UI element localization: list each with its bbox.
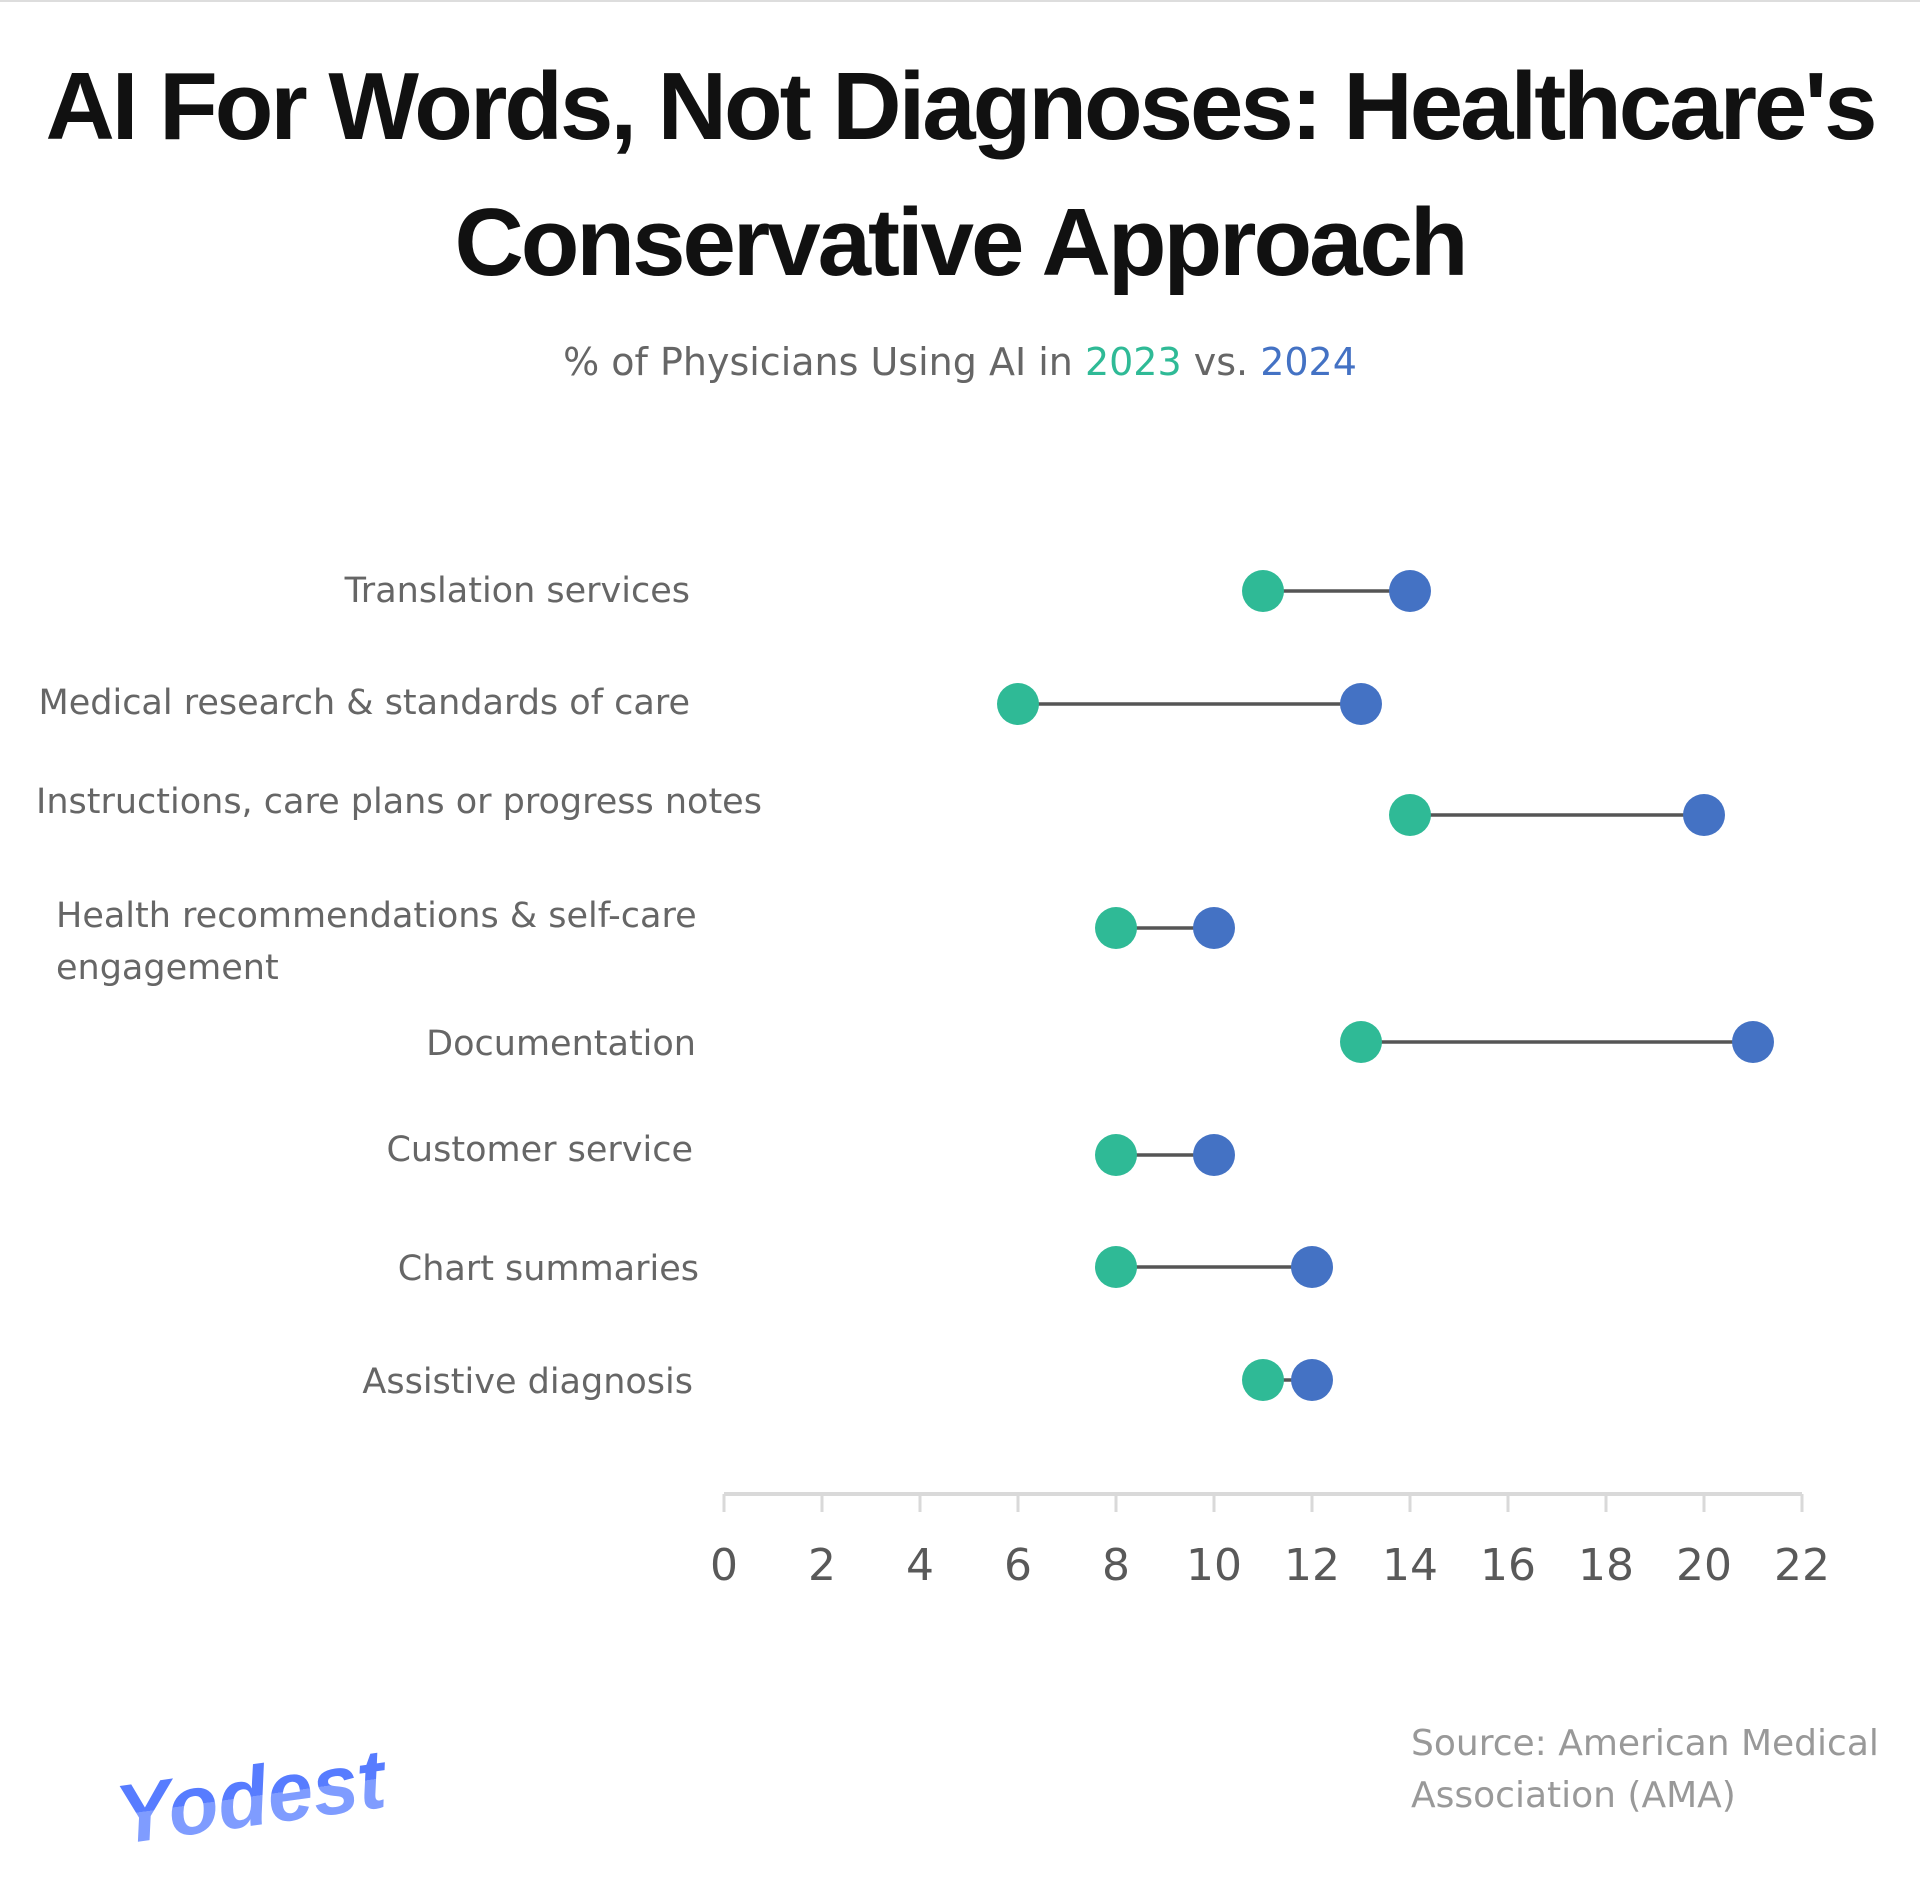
chart-title-line1: AI For Words, Not Diagnoses: Healthcare'… bbox=[45, 53, 1877, 160]
point-2024 bbox=[1389, 570, 1431, 612]
x-tick-label: 10 bbox=[1186, 1540, 1242, 1591]
point-2023 bbox=[1340, 1021, 1382, 1063]
x-tick-label: 20 bbox=[1676, 1540, 1732, 1591]
category-label: Customer service bbox=[386, 1130, 693, 1170]
category-label: Documentation bbox=[426, 1024, 696, 1064]
point-2024 bbox=[1683, 794, 1725, 836]
x-tick-label: 14 bbox=[1382, 1540, 1438, 1591]
category-label: Translation services bbox=[344, 571, 690, 611]
x-tick-label: 6 bbox=[1004, 1540, 1032, 1591]
point-2023 bbox=[1389, 794, 1431, 836]
point-2023 bbox=[1095, 1134, 1137, 1176]
point-2023 bbox=[1242, 1359, 1284, 1401]
legend-2023: 2023 bbox=[1084, 340, 1182, 384]
category-label: Health recommendations & self-care engag… bbox=[56, 896, 697, 988]
point-2023 bbox=[1095, 1246, 1137, 1288]
top-border bbox=[0, 0, 1920, 2]
x-tick-label: 12 bbox=[1284, 1540, 1340, 1591]
point-2024 bbox=[1732, 1021, 1774, 1063]
source-note: Source: American Medical Association (AMA… bbox=[1411, 1718, 1879, 1822]
chart-title-line2: Conservative Approach bbox=[454, 189, 1468, 296]
point-2024 bbox=[1291, 1359, 1333, 1401]
x-tick-label: 8 bbox=[1102, 1540, 1130, 1591]
point-2024 bbox=[1193, 907, 1235, 949]
x-tick-label: 2 bbox=[808, 1540, 836, 1591]
svg-text:Yodest: Yodest bbox=[110, 1731, 393, 1850]
point-2024 bbox=[1291, 1246, 1333, 1288]
legend-2024: 2024 bbox=[1260, 340, 1357, 384]
x-tick-label: 16 bbox=[1480, 1540, 1536, 1591]
point-2023 bbox=[997, 683, 1039, 725]
subtitle-mid: vs. bbox=[1181, 340, 1261, 384]
point-2024 bbox=[1340, 683, 1382, 725]
source-line1: Source: American Medical bbox=[1411, 1723, 1879, 1764]
category-label: Assistive diagnosis bbox=[362, 1362, 693, 1402]
category-label: Instructions, care plans or progress not… bbox=[36, 782, 762, 822]
x-tick-label: 0 bbox=[710, 1540, 738, 1591]
category-label: Chart summaries bbox=[397, 1249, 699, 1289]
source-line2: Association (AMA) bbox=[1411, 1775, 1736, 1816]
chart-subtitle: % of Physicians Using AI in 2023 vs. 202… bbox=[0, 340, 1920, 384]
point-2024 bbox=[1193, 1134, 1235, 1176]
point-2023 bbox=[1242, 570, 1284, 612]
x-tick-label: 4 bbox=[906, 1540, 934, 1591]
category-label: Medical research & standards of care bbox=[38, 683, 690, 723]
point-2023 bbox=[1095, 907, 1137, 949]
x-tick-label: 18 bbox=[1578, 1540, 1634, 1591]
yodest-logo: Yodest bbox=[110, 1731, 393, 1850]
x-tick-label: 22 bbox=[1774, 1540, 1830, 1591]
subtitle-prefix: % of Physicians Using AI in bbox=[563, 340, 1085, 384]
